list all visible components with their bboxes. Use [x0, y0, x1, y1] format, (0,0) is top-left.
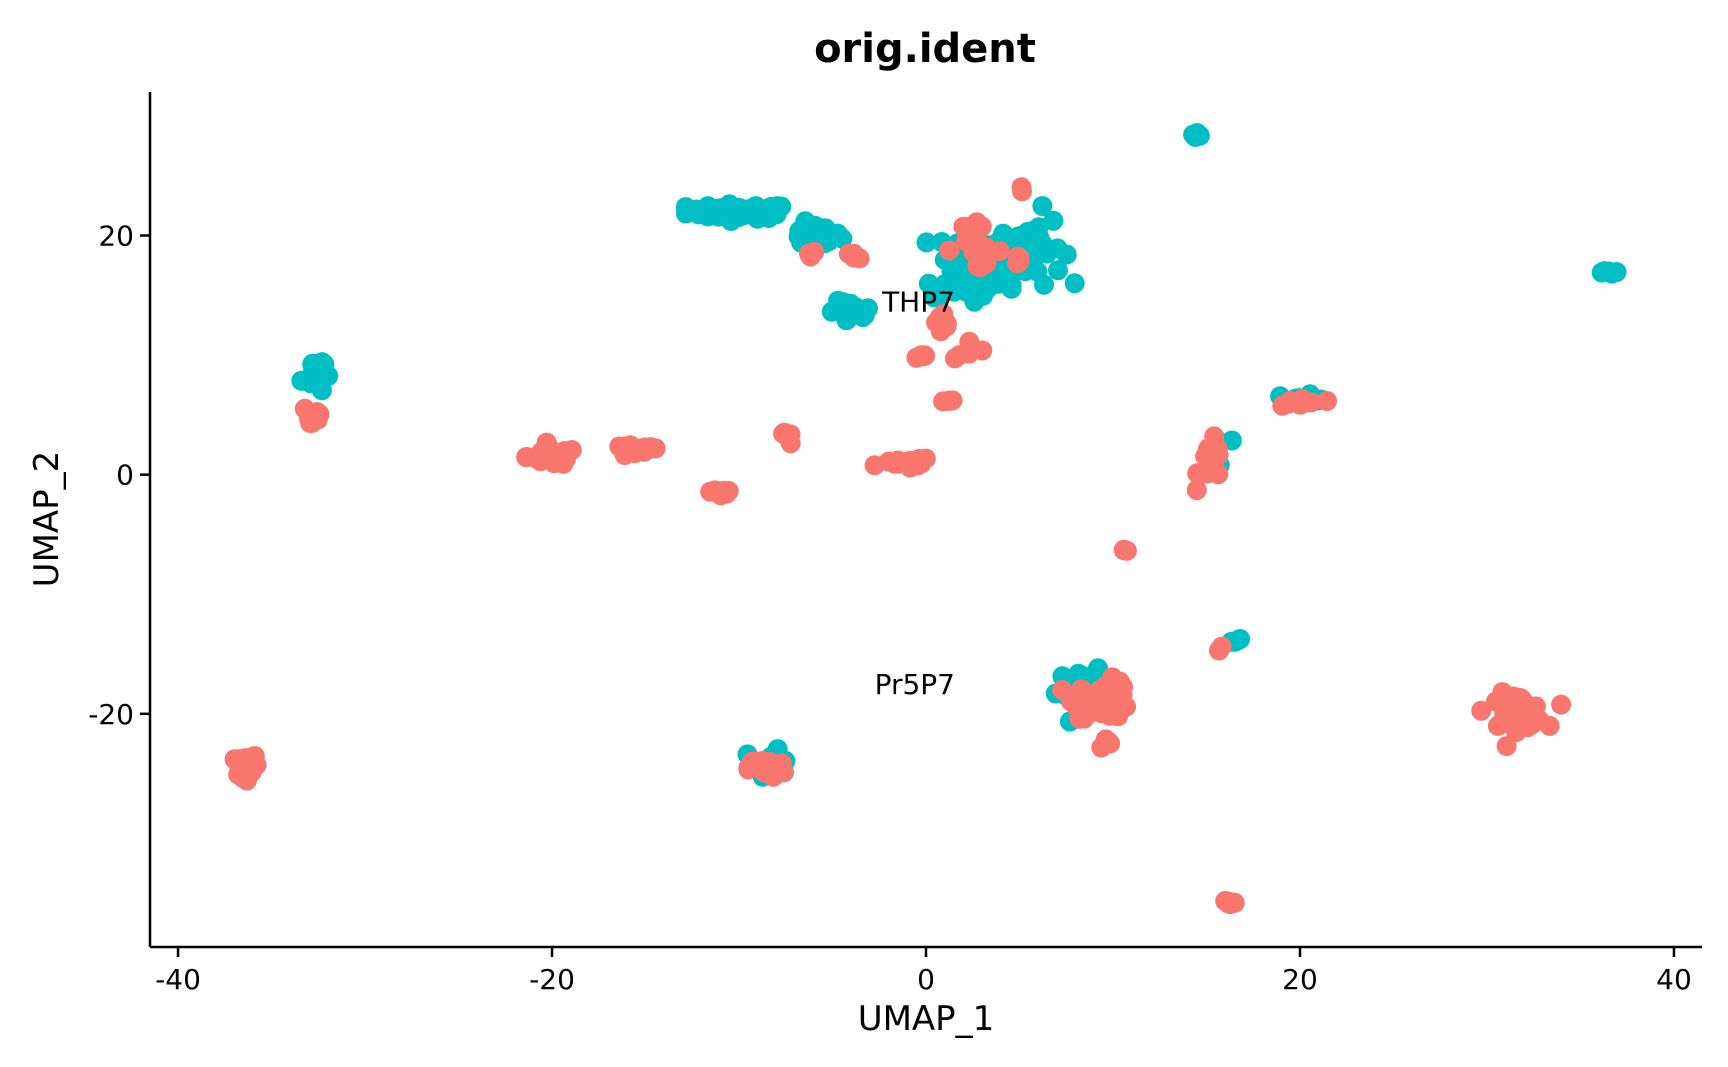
- scatter-point: [1224, 892, 1245, 913]
- y-axis-ticks: -20 0 20: [88, 219, 150, 731]
- cluster-label-thp7: THP7: [881, 285, 955, 318]
- scatter-point: [1098, 676, 1119, 697]
- scatter-point: [1001, 278, 1022, 299]
- points-layer: [224, 123, 1627, 914]
- scatter-point: [318, 366, 339, 386]
- scatter-point: [728, 207, 749, 227]
- x-tick-label: 20: [1282, 963, 1318, 996]
- scatter-point: [705, 480, 725, 501]
- scatter-point: [754, 757, 775, 778]
- scatter-point: [1272, 395, 1293, 416]
- scatter-point: [888, 450, 909, 471]
- scatter-point: [609, 436, 630, 457]
- scatter-point: [1064, 273, 1085, 294]
- scatter-point: [304, 353, 324, 374]
- scatter-point: [1023, 223, 1044, 244]
- x-tick-label: 40: [1656, 963, 1692, 996]
- scatter-point: [930, 321, 951, 342]
- y-axis-label: UMAP_2: [27, 451, 67, 588]
- scatter-point: [1056, 244, 1077, 265]
- x-tick-label: -40: [155, 963, 201, 996]
- scatter-point: [1183, 124, 1204, 145]
- scatter-point: [675, 197, 696, 218]
- scatter-point: [972, 340, 993, 361]
- scatter-point: [913, 346, 934, 367]
- scatter-point: [1034, 274, 1054, 295]
- cluster-label-pr5p7: Pr5P7: [875, 668, 955, 701]
- scatter-point: [916, 232, 937, 253]
- scatter-point: [1230, 629, 1251, 649]
- scatter-point: [1186, 480, 1207, 501]
- scatter-point: [1204, 458, 1225, 479]
- scatter-point: [796, 216, 817, 237]
- scatter-point: [1032, 196, 1053, 216]
- x-axis-label: UMAP_1: [858, 999, 995, 1039]
- y-tick-label: 20: [98, 219, 134, 252]
- scatter-point: [1290, 394, 1311, 415]
- scatter-point: [849, 248, 870, 269]
- y-tick-label: 0: [116, 459, 134, 492]
- scatter-point: [939, 240, 960, 261]
- y-tick-label: -20: [88, 698, 134, 731]
- scatter-point: [1074, 708, 1095, 729]
- scatter-point: [1011, 177, 1032, 198]
- scatter-point: [845, 297, 866, 318]
- scatter-point: [531, 446, 551, 467]
- series-1: [224, 177, 1572, 914]
- scatter-point: [1503, 686, 1524, 707]
- scatter-point: [976, 243, 997, 264]
- scatter-point: [1515, 711, 1536, 732]
- x-tick-label: 0: [917, 963, 935, 996]
- scatter-point: [1317, 391, 1337, 411]
- scatter-point: [1496, 736, 1517, 757]
- x-axis-ticks: -40 -20 0 20 40: [155, 947, 1692, 996]
- scatter-point: [554, 448, 575, 469]
- scatter-point: [231, 748, 252, 769]
- scatter-point: [1100, 733, 1121, 754]
- scatter-point: [942, 390, 963, 411]
- scatter-point: [1008, 226, 1029, 247]
- scatter-point: [1116, 540, 1137, 561]
- scatter-point: [767, 196, 788, 217]
- scatter-point: [302, 412, 323, 433]
- scatter-point: [828, 290, 848, 311]
- scatter-point: [1494, 703, 1515, 724]
- scatter-point: [934, 274, 955, 295]
- scatter-point: [799, 243, 819, 264]
- scatter-point: [633, 438, 654, 459]
- scatter-point: [773, 423, 794, 444]
- scatter-point: [1007, 253, 1028, 274]
- scatter-point: [1471, 700, 1492, 721]
- scatter-point: [1598, 261, 1619, 282]
- scatter-point: [971, 216, 992, 237]
- scatter-point: [1099, 705, 1120, 726]
- scatter-point: [832, 228, 853, 249]
- scatter-point: [772, 759, 793, 780]
- chart-title: orig.ident: [814, 26, 1036, 72]
- annotation-layer: THP7 Pr5P7: [875, 285, 955, 701]
- scatter-point: [960, 282, 981, 303]
- scatter-point: [949, 345, 970, 366]
- scatter-point: [1084, 693, 1105, 713]
- scatter-point: [918, 273, 939, 294]
- scatter-point: [1551, 694, 1572, 715]
- scatter-point: [1048, 260, 1068, 281]
- scatter-point: [1211, 636, 1232, 657]
- x-tick-label: -20: [529, 963, 575, 996]
- scatter-point: [909, 449, 930, 469]
- scatter-point: [710, 198, 731, 219]
- scatter-point: [747, 200, 768, 221]
